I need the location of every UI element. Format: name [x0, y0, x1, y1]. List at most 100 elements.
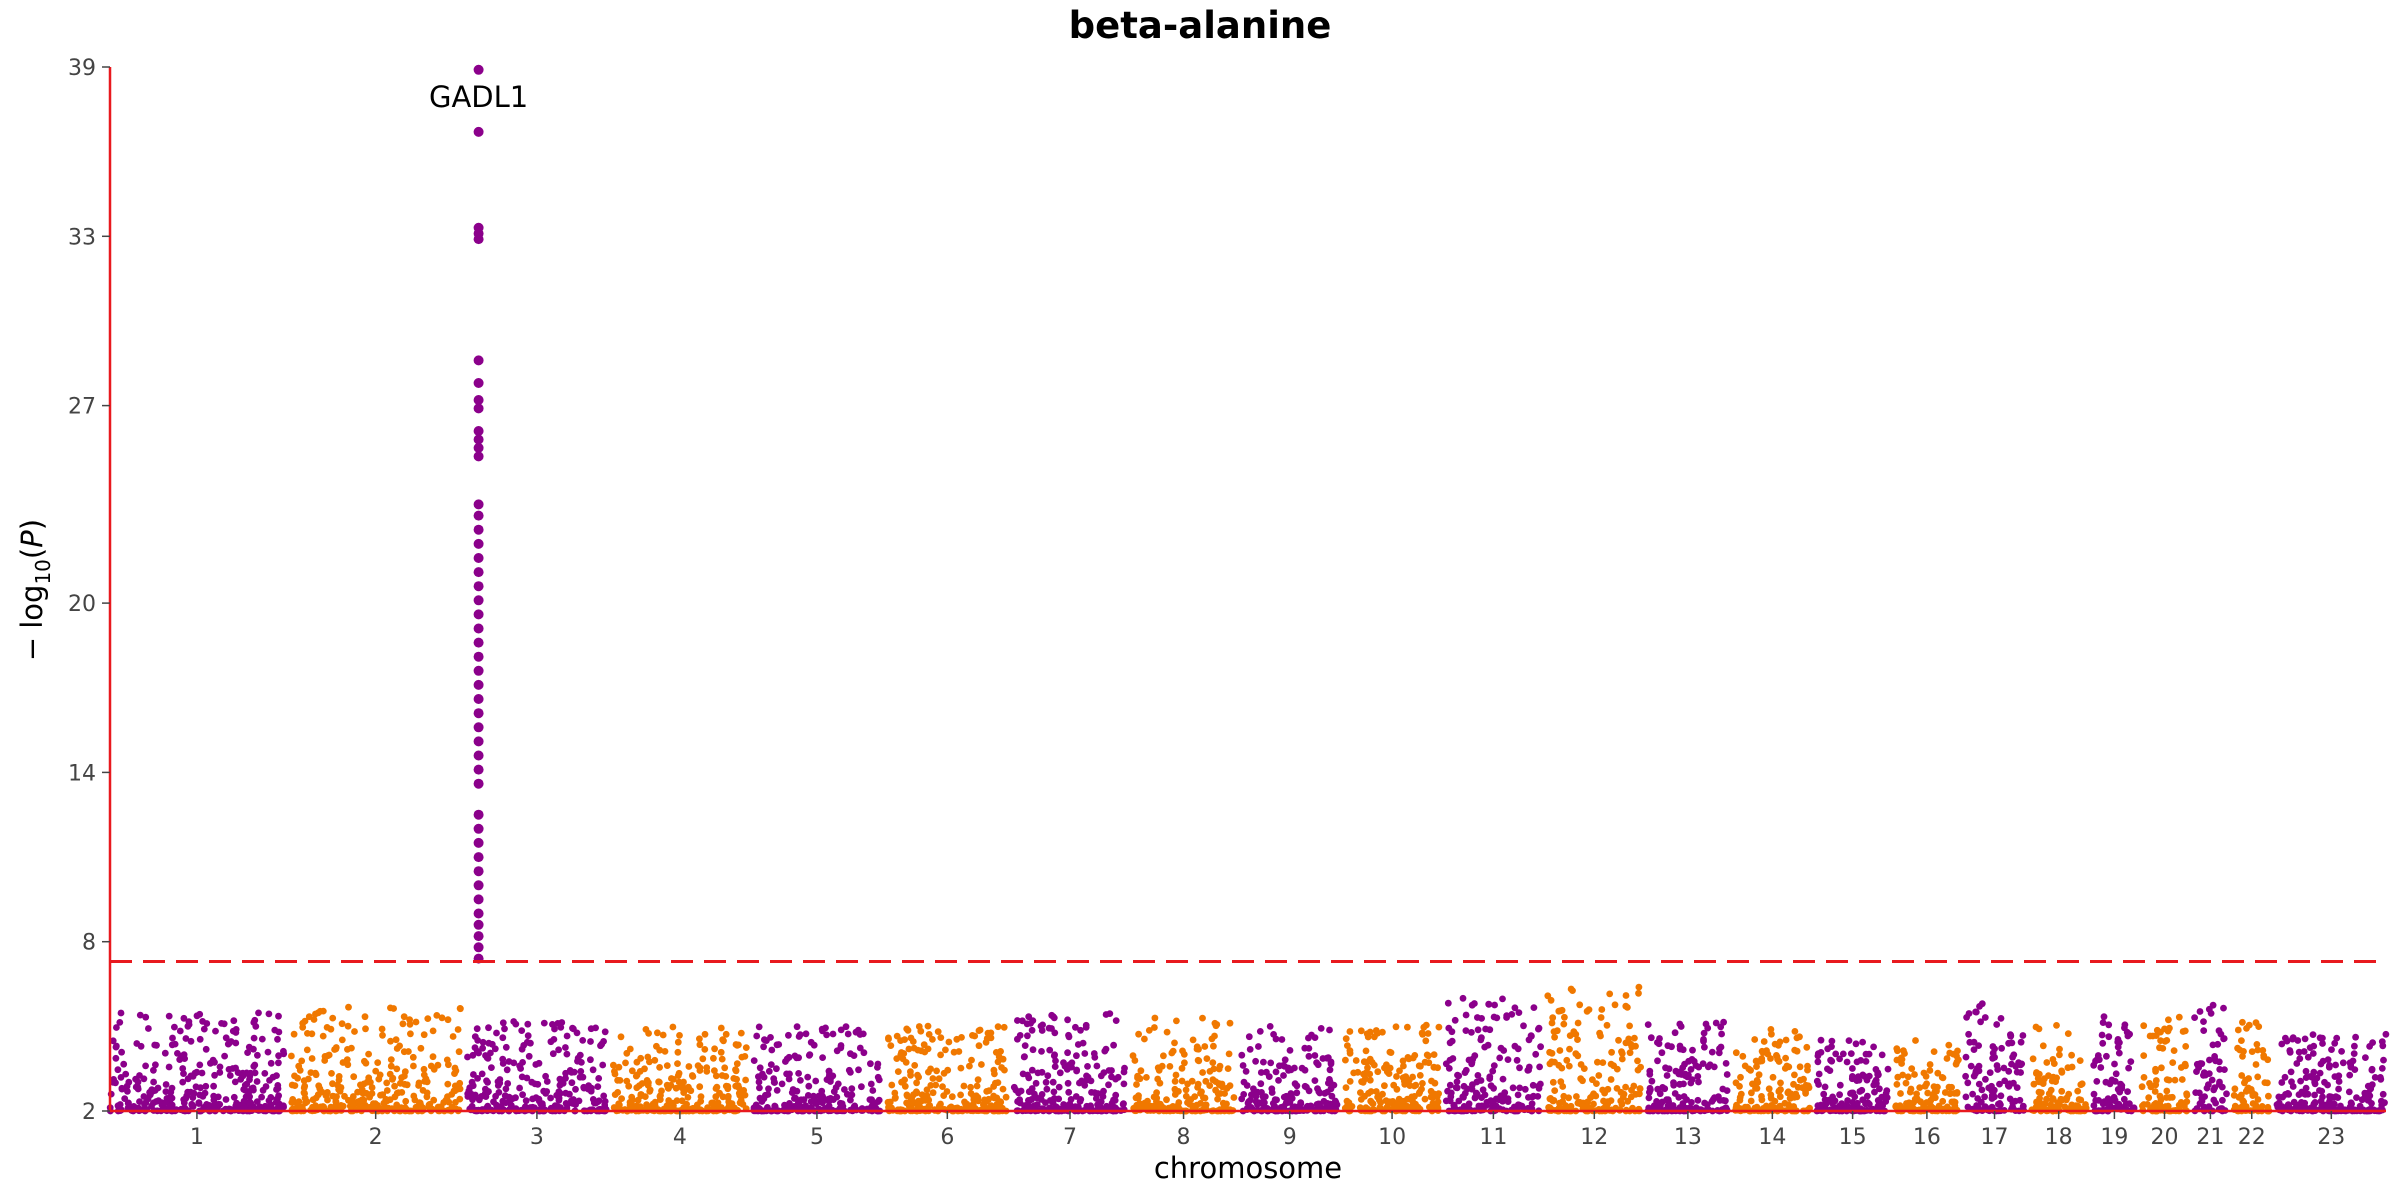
snp-point: [885, 1035, 892, 1043]
snp-point: [1112, 1017, 1120, 1024]
snp-point: [893, 1032, 901, 1040]
snp-point: [1675, 1070, 1683, 1078]
snp-point: [1305, 1052, 1313, 1060]
snp-point: [1212, 1086, 1219, 1094]
snp-point: [2318, 1087, 2326, 1095]
snp-point: [444, 1016, 452, 1024]
snp-point: [724, 1092, 732, 1100]
snp-point: [722, 1073, 730, 1080]
snp-point: [668, 1075, 675, 1082]
snp-point: [939, 1083, 946, 1090]
snp-point: [1171, 1039, 1178, 1047]
snp-point: [2302, 1067, 2310, 1075]
snp-point: [1962, 1093, 1970, 1101]
snp-point: [1255, 1043, 1262, 1050]
snp-point: [216, 1063, 224, 1071]
snp-point: [372, 1067, 380, 1075]
snp-point: [1943, 1055, 1951, 1062]
snp-point: [562, 1074, 569, 1082]
snp-point: [994, 1079, 1002, 1086]
snp-point: [929, 1089, 937, 1097]
snp-point: [502, 1043, 510, 1051]
snp-point: [349, 1093, 357, 1100]
snp-point: [1859, 1038, 1866, 1046]
snp-point: [245, 1088, 253, 1096]
snp-point: [842, 1023, 850, 1031]
snp-point: [1486, 1073, 1494, 1081]
snp-point: [301, 1082, 309, 1090]
snp-point: [288, 1052, 295, 1060]
snp-point: [267, 1059, 275, 1067]
snp-point: [1137, 1067, 1145, 1075]
snp-point: [1528, 1100, 1536, 1108]
snp-point: [361, 1013, 369, 1021]
snp-point: [1365, 1089, 1372, 1097]
snp-point: [1184, 1080, 1191, 1088]
snp-point: [674, 1038, 682, 1046]
snp-point: [1478, 1015, 1485, 1022]
snp-point: [2159, 1045, 2167, 1052]
snp-point: [1479, 1086, 1487, 1094]
snp-point: [2077, 1081, 2085, 1089]
snp-point: [1408, 1104, 1416, 1111]
snp-point: [1777, 1079, 1784, 1087]
snp-point: [275, 1028, 283, 1036]
snp-point: [845, 1066, 853, 1074]
snp-point: [116, 1019, 124, 1026]
snp-point: [2252, 1061, 2260, 1068]
snp-point: [2241, 1079, 2248, 1087]
snp-point: [2311, 1099, 2319, 1107]
snp-point: [661, 1048, 669, 1055]
snp-point: [2058, 1068, 2066, 1076]
y-tick-label: 33: [68, 225, 96, 250]
snp-point: [474, 1037, 482, 1044]
snp-point: [1362, 1104, 1370, 1111]
snp-point: [1532, 1050, 1540, 1058]
x-tick-label: 4: [673, 1125, 687, 1150]
snp-point: [2074, 1087, 2082, 1095]
snp-point: [1849, 1089, 1857, 1097]
snp-point: [1141, 1099, 1149, 1107]
snp-point: [592, 1024, 599, 1032]
snp-point: [1692, 1104, 1700, 1111]
snp-point: [1647, 1086, 1654, 1094]
snp-point: [493, 1029, 500, 1037]
snp-point: [683, 1100, 690, 1108]
snp-point: [1064, 1079, 1072, 1087]
snp-point: [1178, 1064, 1186, 1072]
snp-point: [1920, 1102, 1927, 1110]
snp-point: [1739, 1052, 1747, 1060]
snp-point: [1516, 1084, 1524, 1092]
snp-point: [1151, 1014, 1159, 1022]
snp-point: [1559, 1083, 1567, 1090]
snp-point: [1260, 1058, 1267, 1066]
snp-point: [942, 1046, 949, 1054]
significant-snp-point: [473, 234, 484, 245]
snp-point: [589, 1066, 597, 1074]
snp-point: [393, 1045, 401, 1052]
snp-point: [601, 1098, 609, 1105]
snp-point: [1997, 1015, 2005, 1022]
snp-point: [665, 1084, 672, 1092]
snp-point: [2151, 1101, 2158, 1109]
snp-point: [1332, 1099, 1340, 1107]
snp-point: [504, 1080, 512, 1087]
snp-point: [2146, 1080, 2153, 1087]
snp-point: [1471, 1052, 1479, 1060]
snp-point: [755, 1023, 763, 1031]
snp-point: [180, 1014, 188, 1022]
snp-point: [1679, 1064, 1687, 1071]
snp-point: [1134, 1074, 1141, 1082]
snp-point: [1219, 1099, 1227, 1107]
snp-point: [783, 1055, 791, 1063]
snp-point: [1301, 1066, 1309, 1074]
snp-point: [1111, 1097, 1119, 1104]
snp-point: [1430, 1051, 1438, 1058]
snp-point: [116, 1101, 124, 1108]
snp-point: [365, 1050, 372, 1058]
snp-point: [2297, 1077, 2305, 1085]
snp-point: [1908, 1065, 1916, 1072]
x-tick-label: 10: [1378, 1125, 1406, 1150]
snp-point: [2324, 1081, 2332, 1089]
snp-point: [2151, 1088, 2159, 1095]
